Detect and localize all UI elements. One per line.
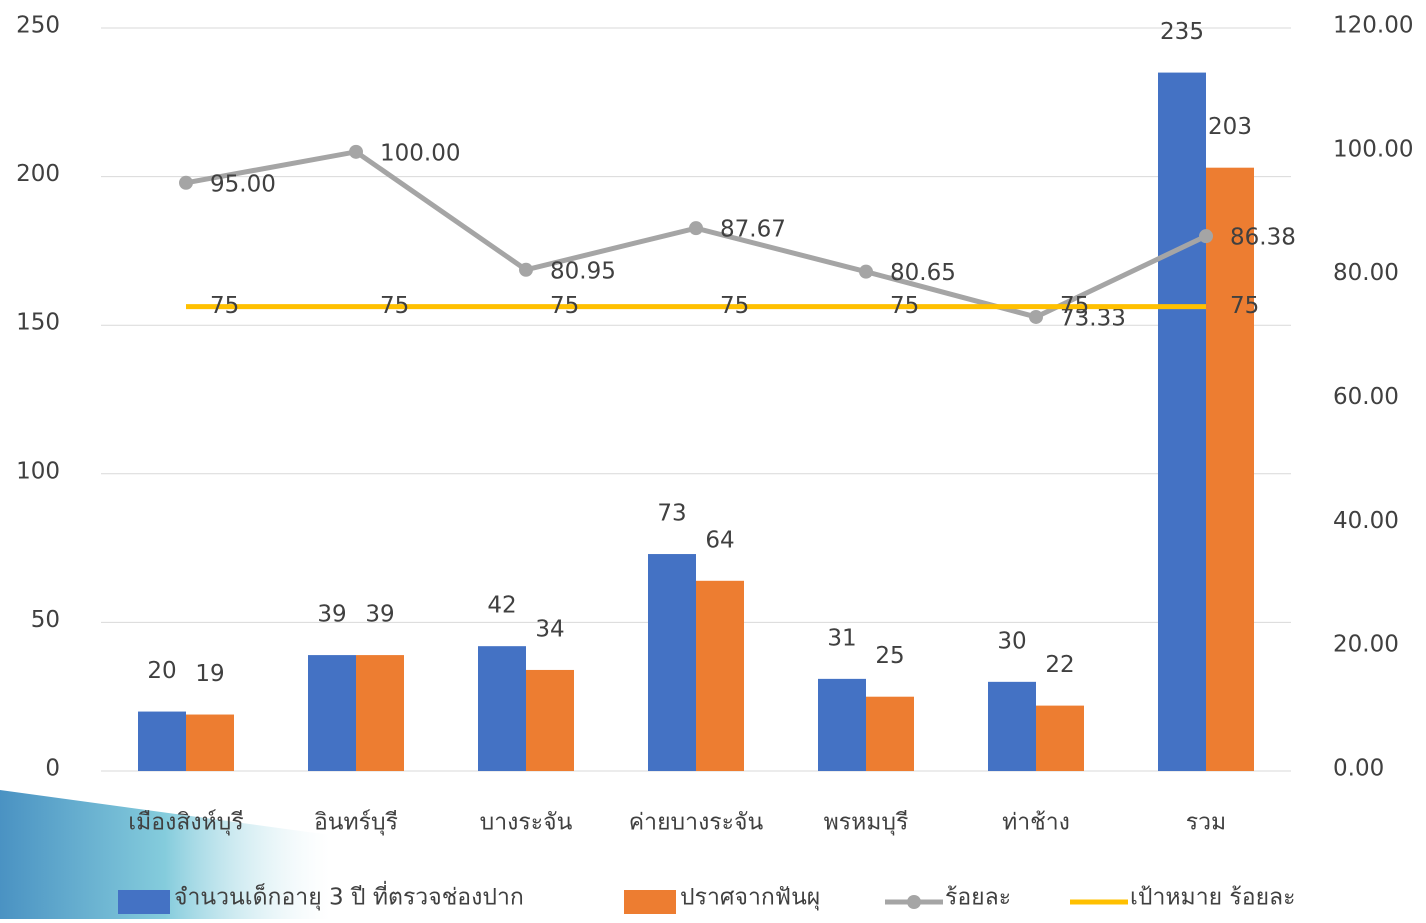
line-label: 80.65	[890, 260, 956, 286]
x-tick-label: พรหมบุรี	[824, 810, 909, 836]
legend-swatch	[624, 890, 676, 914]
legend-label: เป้าหมาย ร้อยละ	[1130, 885, 1296, 911]
x-tick-label: รวม	[1186, 810, 1226, 836]
bar	[1206, 167, 1254, 771]
bar	[1036, 705, 1084, 771]
bar-label: 22	[1045, 652, 1074, 678]
y-tick-label: 250	[16, 13, 60, 39]
line-label: 73.33	[1060, 305, 1126, 331]
y-tick-label: 100	[16, 458, 60, 484]
marker	[859, 264, 873, 279]
bar-label: 64	[705, 527, 734, 553]
bar	[866, 696, 914, 771]
bar-label: 42	[487, 593, 516, 619]
line-label: 75	[550, 293, 579, 319]
legend-swatch	[118, 890, 170, 914]
legend-label: จำนวนเด็กอายุ 3 ปี ที่ตรวจช่องปาก	[174, 881, 524, 911]
legend-marker	[907, 895, 921, 909]
line-label: 80.95	[550, 258, 616, 284]
bar	[988, 681, 1036, 771]
bar	[526, 669, 574, 771]
marker	[1199, 229, 1213, 244]
bar	[138, 711, 186, 771]
bar	[1158, 72, 1206, 771]
y2-tick-label: 80.00	[1333, 260, 1399, 286]
y2-tick-label: 40.00	[1333, 508, 1399, 534]
bar-label: 203	[1208, 114, 1252, 140]
bar	[818, 678, 866, 771]
line-label: 75	[380, 293, 409, 319]
bar-label: 31	[827, 625, 856, 651]
bar	[478, 646, 526, 771]
bar	[308, 655, 356, 771]
marker	[179, 175, 193, 190]
y2-tick-label: 100.00	[1333, 136, 1413, 162]
bar-label: 20	[147, 658, 176, 684]
line-label: 86.38	[1230, 225, 1296, 251]
line-label: 75	[720, 293, 749, 319]
marker	[519, 262, 533, 277]
x-tick-label: ค่ายบางระจัน	[629, 810, 764, 836]
y-tick-label: 50	[31, 607, 60, 633]
line-label: 100.00	[380, 140, 460, 166]
bar	[356, 655, 404, 771]
line-label: 75	[1060, 293, 1089, 319]
x-tick-label: ท่าช้าง	[1002, 810, 1070, 836]
y-tick-label: 200	[16, 161, 60, 187]
bar-label: 25	[875, 643, 904, 669]
x-tick-label: เมืองสิงห์บุรี	[128, 809, 243, 836]
y2-tick-label: 120.00	[1333, 13, 1413, 39]
bar-label: 34	[535, 616, 564, 642]
legend-label: ปราศจากฟันผุ	[680, 885, 820, 911]
marker	[1029, 309, 1043, 324]
y2-tick-label: 0.00	[1333, 756, 1384, 782]
bar-label: 19	[195, 661, 224, 687]
y2-tick-label: 20.00	[1333, 632, 1399, 658]
decoration	[0, 790, 330, 919]
bar-label: 39	[365, 602, 394, 628]
line-label: 95.00	[210, 171, 276, 197]
line-label: 75	[210, 293, 239, 319]
bar	[696, 580, 744, 771]
marker	[689, 221, 703, 236]
bar-label: 30	[997, 628, 1026, 654]
line-label: 75	[890, 293, 919, 319]
bar-label: 73	[657, 501, 686, 527]
line-label: 87.67	[720, 217, 786, 243]
marker	[349, 144, 363, 159]
y-tick-label: 150	[16, 310, 60, 336]
bar	[186, 714, 234, 771]
bar-label: 235	[1160, 19, 1204, 45]
bar-label: 39	[317, 602, 346, 628]
bar	[648, 554, 696, 771]
y2-tick-label: 60.00	[1333, 384, 1399, 410]
x-tick-label: อินทร์บุรี	[314, 809, 398, 836]
line-label: 75	[1230, 293, 1259, 319]
y-tick-label: 0	[45, 756, 60, 782]
x-tick-label: บางระจัน	[480, 810, 573, 836]
legend-label: ร้อยละ	[945, 885, 1011, 911]
